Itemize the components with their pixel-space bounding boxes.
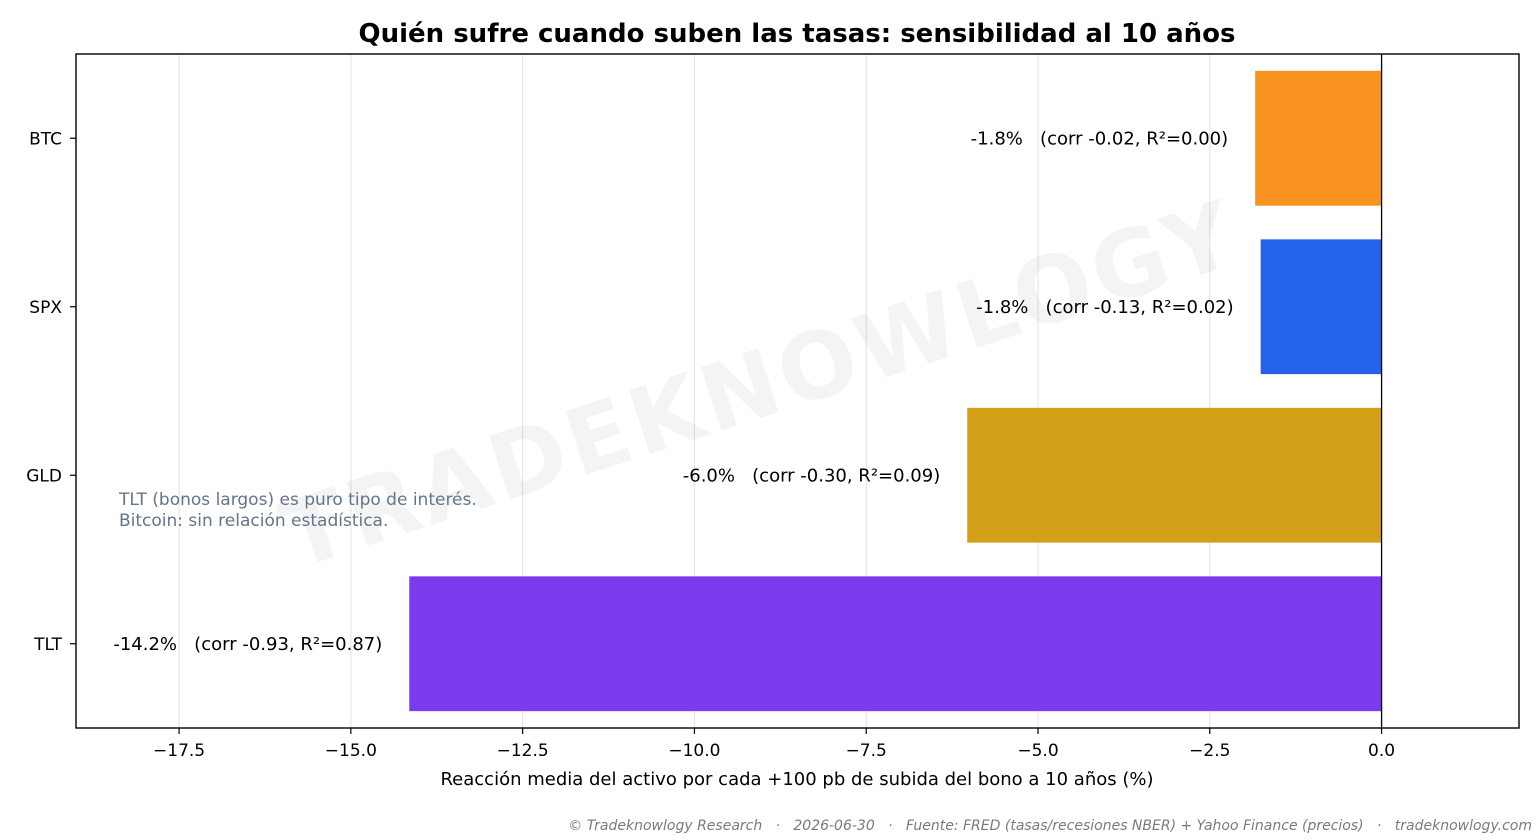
- chart-title: Quién sufre cuando suben las tasas: sens…: [358, 19, 1235, 49]
- x-tick-label: −7.5: [846, 741, 887, 761]
- annotation-line-2: Bitcoin: sin relación estadística.: [119, 511, 388, 531]
- y-tick-label: TLT: [33, 635, 63, 655]
- y-tick-label: GLD: [26, 466, 62, 486]
- bar-label: -6.0% (corr -0.30, R²=0.09): [683, 465, 940, 486]
- x-tick-label: −5.0: [1017, 741, 1058, 761]
- bar-tlt: [409, 576, 1382, 712]
- annotation-line-1: TLT (bonos largos) es puro tipo de inter…: [118, 490, 477, 510]
- bar-labels: -1.8% (corr -0.02, R²=0.00) -1.8% (corr -…: [113, 128, 1233, 655]
- bar-label: -14.2% (corr -0.93, R²=0.87): [113, 634, 382, 655]
- bar-label: -1.8% (corr -0.02, R²=0.00): [971, 128, 1228, 149]
- bar-spx: [1260, 239, 1382, 375]
- y-tick-label: BTC: [29, 129, 62, 149]
- x-ticks: −17.5 −15.0 −12.5 −10.0 −7.5 −5.0 −2.5 0.0: [153, 728, 1395, 761]
- y-tick-label: SPX: [29, 298, 62, 318]
- bars: [409, 70, 1382, 712]
- bar-label: -1.8% (corr -0.13, R²=0.02): [976, 297, 1233, 318]
- bar-gld: [967, 407, 1382, 543]
- y-ticks: BTC SPX GLD TLT: [26, 129, 76, 655]
- x-axis-label: Reacción media del activo por cada +100 …: [440, 769, 1153, 790]
- bar-btc: [1255, 70, 1382, 206]
- x-tick-label: −2.5: [1189, 741, 1230, 761]
- plot-frame: [75, 53, 1520, 729]
- x-tick-label: −10.0: [668, 741, 720, 761]
- x-tick-label: 0.0: [1368, 741, 1395, 761]
- x-tick-label: −15.0: [325, 741, 377, 761]
- footer: © Tradeknowlogy Research · 2026-06-30 · …: [568, 818, 1532, 834]
- grid: [178, 54, 1383, 728]
- x-tick-label: −12.5: [497, 741, 549, 761]
- x-tick-label: −17.5: [153, 741, 205, 761]
